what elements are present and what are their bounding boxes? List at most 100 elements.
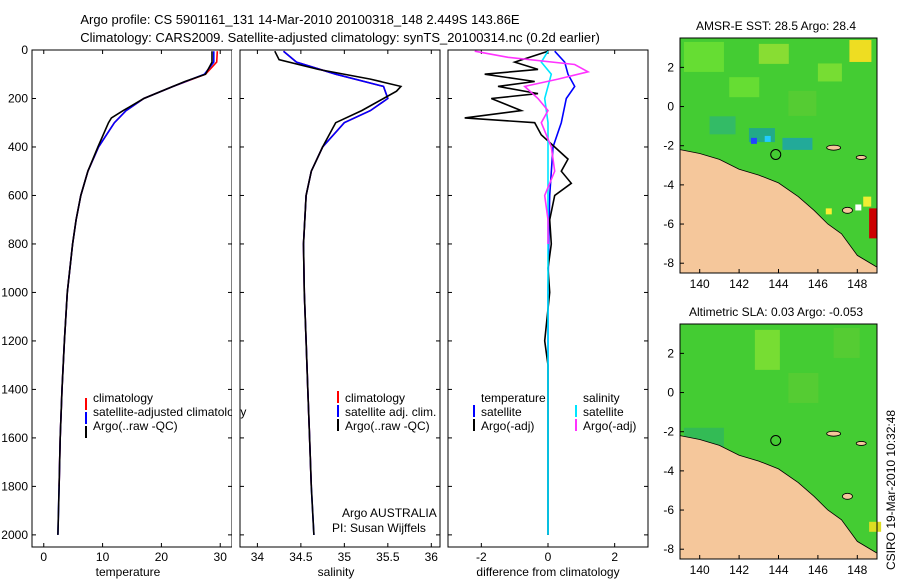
y-tick-label: -2 xyxy=(663,139,674,153)
legend-label-argo: Argo(..raw -QC) xyxy=(93,419,178,433)
legend-label-sal-argo: Argo(-adj) xyxy=(583,419,636,433)
y-tick-label: 0 xyxy=(667,386,674,400)
x-tick-label: 20 xyxy=(155,550,169,564)
temperature-legend: climatology satellite-adjusted climatolo… xyxy=(85,391,246,438)
data-cell xyxy=(750,137,757,144)
legend-label-sal-satellite: satellite xyxy=(583,405,624,419)
x-tick-label: 30 xyxy=(214,550,228,564)
x-tick-label: 140 xyxy=(690,563,710,577)
y-tick-label: 1000 xyxy=(1,285,28,299)
salinity-xlabel: salinity xyxy=(318,565,355,579)
annotation-program: Argo AUSTRALIA xyxy=(342,506,437,520)
temperature-series xyxy=(57,51,219,535)
data-cell xyxy=(683,41,724,72)
series-line-satellite-adjusted-climatology xyxy=(57,51,215,535)
x-tick-label: -2 xyxy=(476,550,487,564)
x-tick-label: 36 xyxy=(425,550,439,564)
temperature-xlabel: temperature xyxy=(96,565,161,579)
difference-xlabel: difference from climatology xyxy=(476,565,619,579)
figure-title-line2: Climatology: CARS2009. Satellite-adjuste… xyxy=(80,30,600,45)
data-cell xyxy=(855,204,862,211)
difference-panel: -2 0 2 difference from climatology tempera… xyxy=(447,49,649,579)
x-tick-label: 0 xyxy=(545,550,552,564)
island xyxy=(826,144,842,151)
series-line-argo-raw-qc- xyxy=(274,50,403,535)
series-line-temperature-satellite xyxy=(547,50,576,535)
x-tick-label: 146 xyxy=(808,563,828,577)
island xyxy=(855,441,867,446)
x-tick-label: 34 xyxy=(251,550,265,564)
gutter-temp-sal xyxy=(232,50,240,550)
y-tick-label: -6 xyxy=(663,217,674,231)
y-tick-label: -4 xyxy=(663,178,674,192)
x-tick-label: 35 xyxy=(338,550,352,564)
sla-map-panel: Altimetric SLA: 0.03 Argo: -0.053 140 142… xyxy=(663,305,882,577)
sst-map-title: AMSR-E SST: 28.5 Argo: 28.4 xyxy=(696,19,856,33)
sla-map-body: 140 142 144 146 148 2 0 -2 -4 -6 -8 xyxy=(663,323,882,577)
legend-label-satellite-adj: satellite adj. clim. xyxy=(345,405,436,419)
series-line-salinity-argo-adj- xyxy=(474,50,591,244)
x-tick-label: 144 xyxy=(768,277,788,291)
island xyxy=(842,492,853,500)
data-cell xyxy=(788,372,819,403)
x-tick-label: 35.5 xyxy=(376,550,400,564)
difference-ticks: -2 0 2 xyxy=(448,49,648,564)
y-tick-label: 800 xyxy=(8,237,28,251)
x-tick-label: 142 xyxy=(729,277,749,291)
y-tick-label: 1200 xyxy=(1,334,28,348)
series-line-temperature-argo-adj- xyxy=(464,50,573,535)
island xyxy=(855,155,867,160)
salinity-axes-frame xyxy=(239,49,441,548)
data-cell xyxy=(869,521,882,532)
legend-label-argo: Argo(..raw -QC) xyxy=(345,419,430,433)
x-tick-label: 140 xyxy=(690,277,710,291)
data-cell xyxy=(788,90,817,116)
data-cell xyxy=(833,327,860,358)
sst-map-body: 140 142 144 146 148 2 0 -2 -4 -6 -8 xyxy=(663,37,878,291)
data-cell xyxy=(817,63,842,82)
data-cell xyxy=(758,43,789,64)
temperature-ticks: 0 10 20 30 0 200 400 600 800 1000 1200 1400 1600 1800… xyxy=(1,43,232,564)
y-tick-label: -4 xyxy=(663,464,674,478)
sst-map-panel: AMSR-E SST: 28.5 Argo: 28.4 140 142 144 146… xyxy=(663,19,878,291)
data-cell xyxy=(869,208,878,239)
x-tick-label: 2 xyxy=(611,550,618,564)
temperature-axes-frame xyxy=(31,49,233,548)
y-tick-label: -2 xyxy=(663,425,674,439)
y-tick-label: 2 xyxy=(667,60,674,74)
legend-label-climatology: climatology xyxy=(345,391,405,405)
data-cell xyxy=(729,77,760,98)
x-tick-label: 148 xyxy=(847,563,867,577)
data-cell xyxy=(764,135,771,142)
y-tick-label: -6 xyxy=(663,503,674,517)
salinity-ticks: 34 34.5 35 35.5 36 xyxy=(240,49,440,564)
difference-series xyxy=(464,50,591,535)
argo-position-marker xyxy=(770,149,782,161)
legend-label-temp-satellite: satellite xyxy=(481,405,522,419)
x-tick-label: 142 xyxy=(729,563,749,577)
legend-label-climatology: climatology xyxy=(93,391,153,405)
island xyxy=(842,206,853,214)
y-tick-label: 600 xyxy=(8,188,28,202)
y-tick-label: 1400 xyxy=(1,382,28,396)
difference-legend: temperature salinity satellite Argo(-adj… xyxy=(473,391,636,433)
y-tick-label: 2000 xyxy=(1,528,28,542)
x-tick-label: 144 xyxy=(768,563,788,577)
y-tick-label: 2 xyxy=(667,346,674,360)
y-tick-label: 0 xyxy=(21,43,28,57)
series-line-salinity-satellite xyxy=(540,50,553,535)
x-tick-label: 34.5 xyxy=(289,550,313,564)
argo-position-marker xyxy=(770,435,782,447)
y-tick-label: 400 xyxy=(8,140,28,154)
legend-header-salinity: salinity xyxy=(583,391,620,405)
series-line-argo-raw-qc- xyxy=(57,51,213,535)
data-cell xyxy=(849,39,872,62)
side-timestamp: CSIRO 19-Mar-2010 10:32:48 xyxy=(884,410,898,570)
y-tick-label: -8 xyxy=(663,256,674,270)
legend-label-satellite-adjusted: satellite-adjusted climatology xyxy=(93,405,246,419)
x-tick-label: 0 xyxy=(40,550,47,564)
legend-label-temp-argo: Argo(-adj) xyxy=(481,419,534,433)
legend-header-temperature: temperature xyxy=(481,391,546,405)
y-tick-label: 1600 xyxy=(1,431,28,445)
salinity-legend: climatology satellite adj. clim. Argo(..… xyxy=(337,391,436,433)
